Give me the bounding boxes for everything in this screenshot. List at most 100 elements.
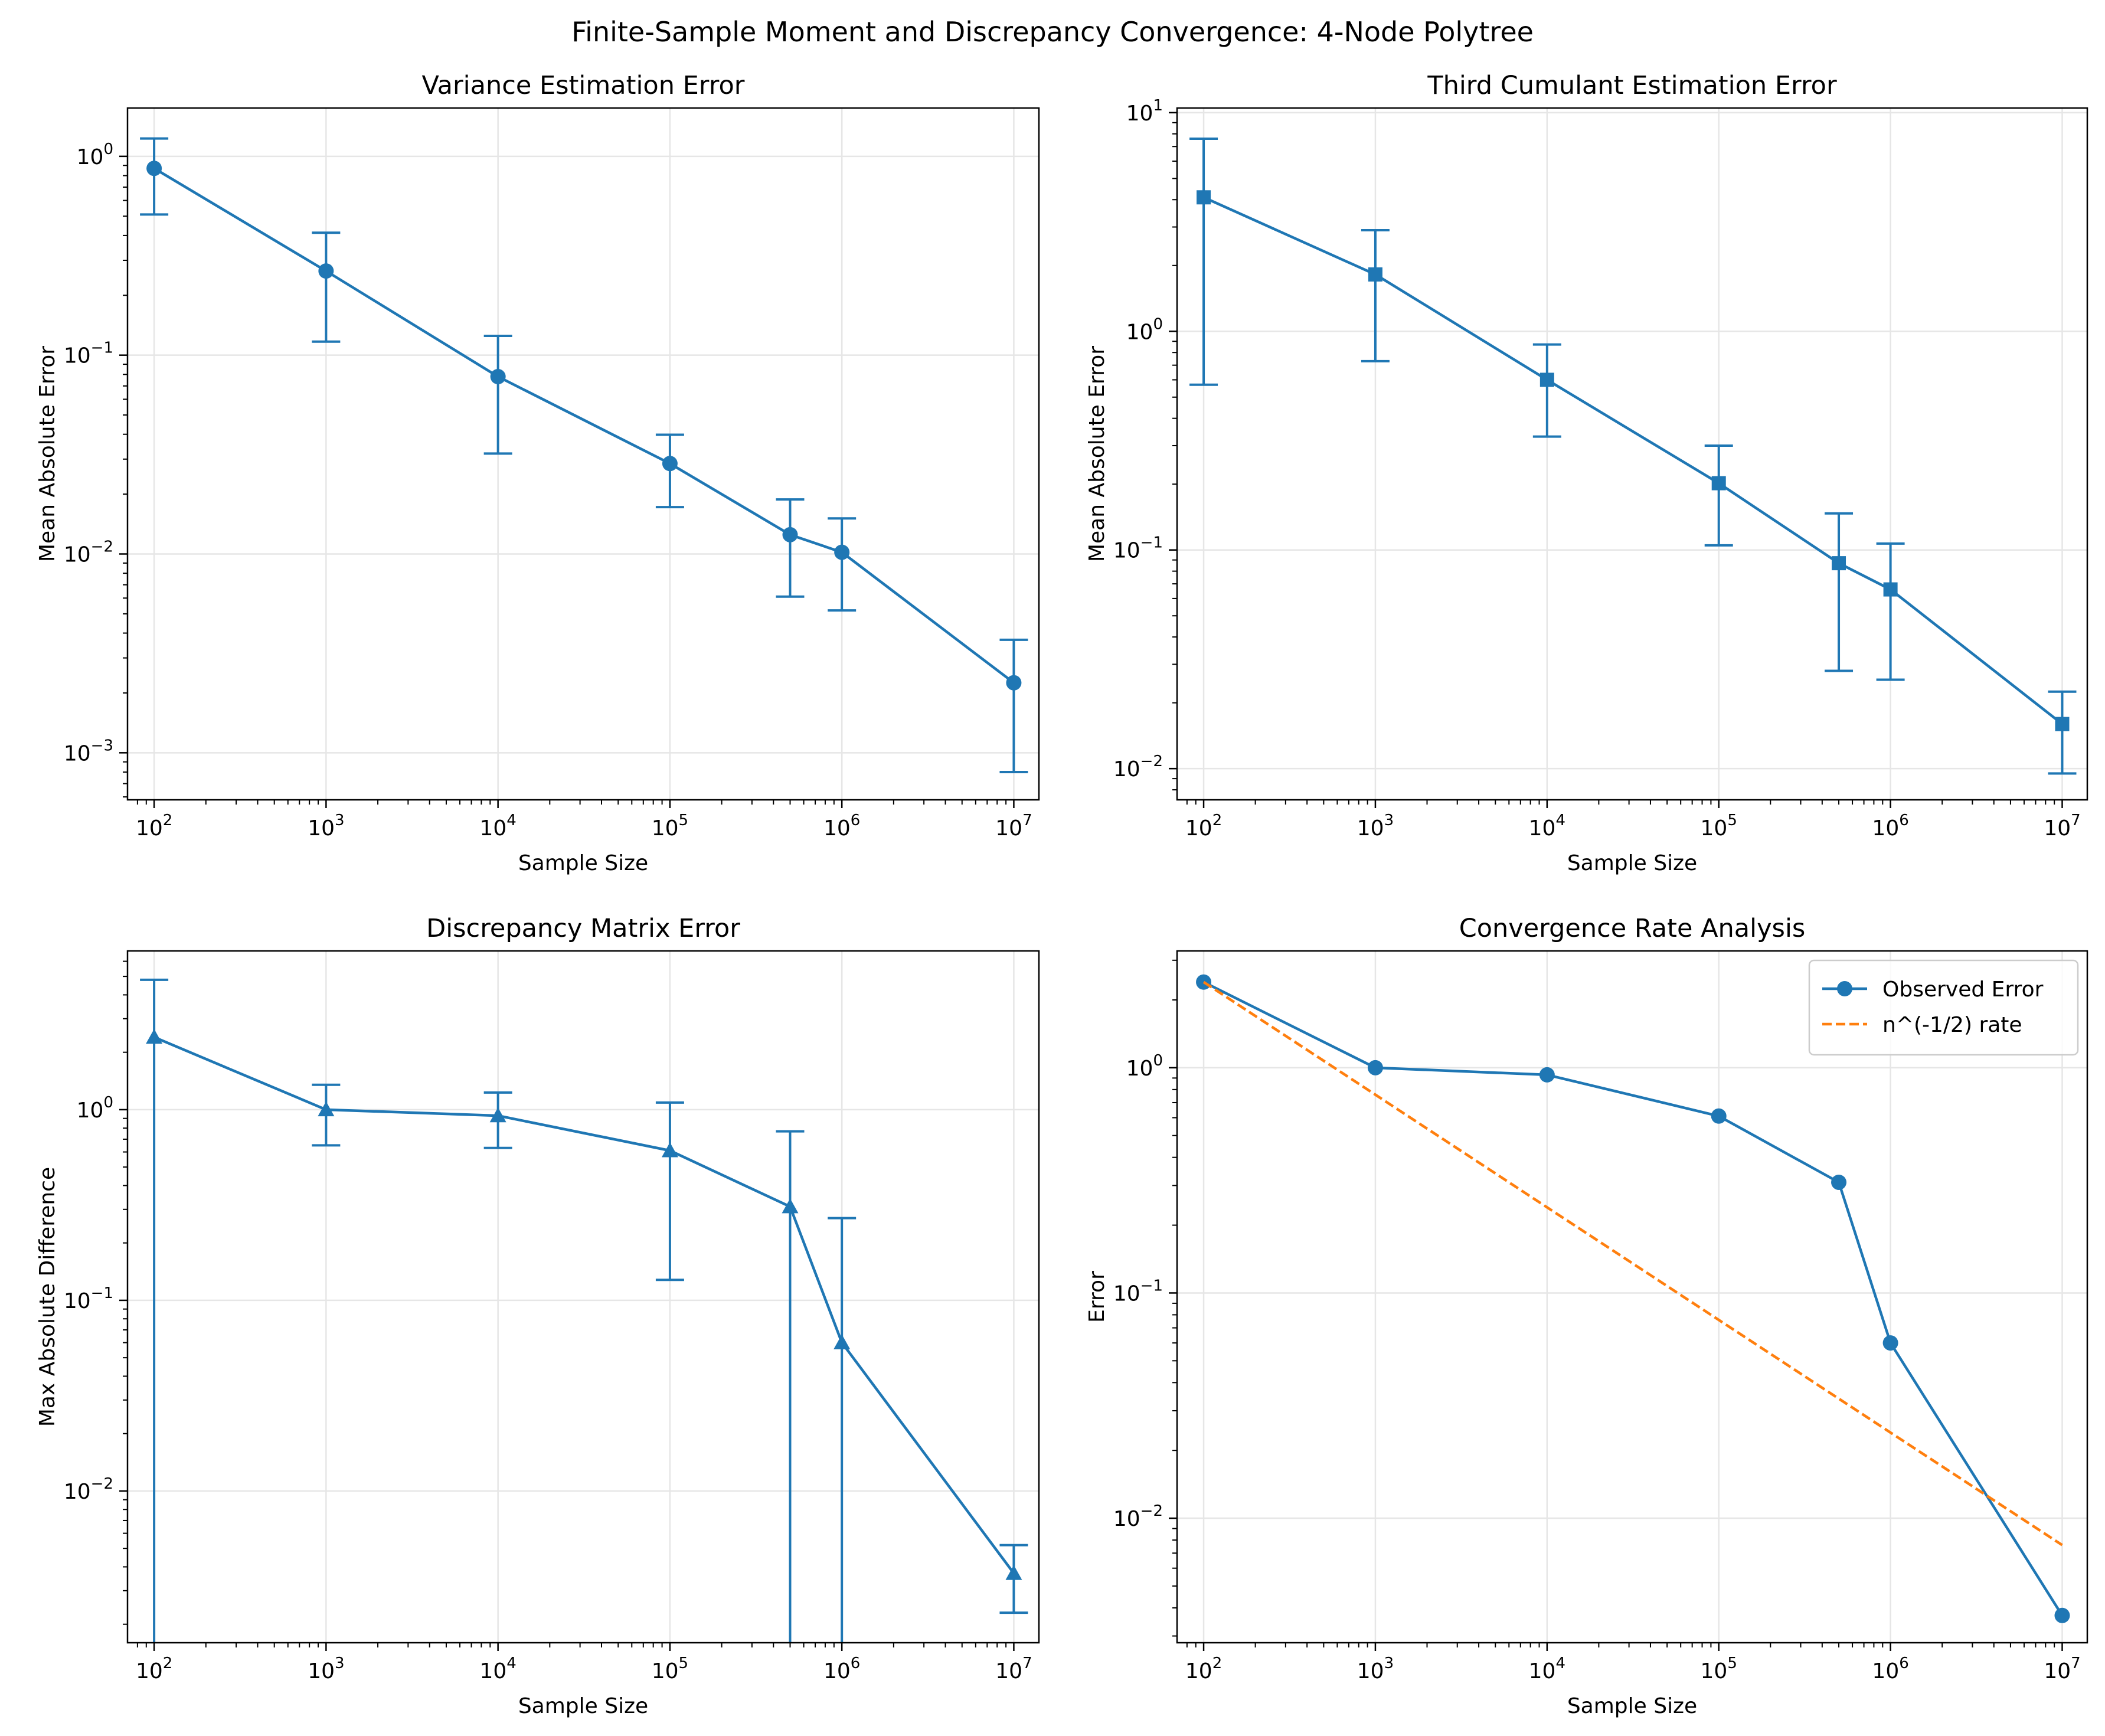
charts: 102 103 104 105 106 107 10−3 10−2 10−1 100 Varianc… [35,71,2088,1718]
data-point [318,1101,335,1117]
chart-title: Convergence Rate Analysis [1459,914,1806,943]
data-point [1837,981,1852,996]
data-point [1831,1174,1847,1190]
y-tick-label: 10−3 [64,737,113,766]
x-tick-label: 105 [1701,812,1737,841]
x-axis-label: Sample Size [518,851,648,875]
data-point [662,456,678,472]
series-1 [1196,974,2070,1623]
plot-area [1196,974,2070,1623]
data-point [1832,556,1846,571]
y-axis: 10−2 10−1 100 [64,960,128,1625]
chart-title: Variance Estimation Error [422,71,745,100]
x-tick-label: 106 [823,812,860,841]
data-point [1883,582,1898,597]
y-tick-label: 10−2 [64,1475,113,1504]
x-tick-label: 104 [1529,812,1565,841]
y-tick-label: 100 [77,140,113,169]
data-point [661,1142,678,1158]
x-tick-label: 107 [995,812,1032,841]
x-tick-label: 103 [1357,1655,1394,1683]
data-point [1005,1565,1022,1580]
axes-frame [126,950,1040,1644]
data-point [489,1107,506,1123]
data-point [834,544,850,560]
y-axis-label: Mean Absolute Error [35,346,60,562]
series-line [1202,980,2063,1547]
x-axis: 102 103 104 105 106 107 [1185,1643,2081,1683]
data-point [833,1334,851,1349]
x-tick-label: 105 [652,812,688,841]
y-tick-label: 10−2 [64,538,113,567]
x-tick-label: 102 [1185,1655,1222,1683]
data-point [1197,190,1211,205]
x-axis: 102 103 104 105 106 107 [136,1643,1032,1683]
figure-suptitle: Finite-Sample Moment and Discrepancy Con… [571,16,1534,48]
x-tick-label: 102 [136,812,172,841]
x-axis: 102 103 104 105 106 107 [1185,800,2081,841]
x-tick-label: 104 [479,1655,516,1683]
y-axis-label: Error [1085,1271,1109,1323]
x-tick-label: 103 [308,812,344,841]
x-tick-label: 104 [1529,1655,1565,1683]
x-tick-label: 103 [308,1655,344,1683]
chart-title: Third Cumulant Estimation Error [1427,71,1837,100]
y-tick-label: 100 [77,1094,113,1123]
chart-panel-2: 102 103 104 105 106 107 10−2 10−1 100 101 Third Cu… [1085,71,2088,875]
x-tick-label: 104 [479,812,516,841]
data-point [1882,1335,1898,1351]
y-tick-label: 100 [1126,315,1163,344]
axes-frame [1176,107,2088,801]
x-tick-label: 106 [1872,1655,1908,1683]
x-axis: 102 103 104 105 106 107 [136,800,1032,841]
y-axis: 10−2 10−1 100 [1113,959,1177,1637]
chart-panel-4: 102 103 104 105 106 107 10−2 10−1 100 Convergence… [1085,914,2088,1718]
y-tick-label: 10−1 [64,339,113,368]
axes-frame [1176,950,2088,1644]
data-point [1368,267,1382,282]
series-1 [140,137,1028,773]
x-tick-label: 105 [1701,1655,1737,1683]
y-axis-label: Mean Absolute Error [1085,346,1109,562]
grid [1177,951,2087,1643]
x-tick-label: 107 [2044,1655,2080,1683]
x-axis-label: Sample Size [518,1694,648,1718]
plot-area [1189,137,2077,775]
x-tick-label: 107 [2044,812,2080,841]
y-tick-label: 10−2 [1113,753,1163,782]
x-tick-label: 106 [1872,812,1908,841]
y-tick-label: 10−1 [64,1284,113,1313]
x-tick-label: 102 [1185,812,1222,841]
data-point [1711,476,1726,491]
plot-area [140,137,1028,773]
x-tick-label: 107 [995,1655,1032,1683]
x-tick-label: 102 [136,1655,172,1683]
data-point [1367,1060,1383,1075]
legend-label: Observed Error [1882,977,2044,1002]
data-point [490,369,506,385]
series-1 [140,978,1028,1643]
legend-label: n^(-1/2) rate [1882,1013,2022,1037]
series-2 [1202,980,2063,1547]
x-tick-label: 105 [652,1655,688,1683]
series-1 [1189,137,2077,775]
grid [1177,108,2087,800]
y-tick-label: 100 [1126,1052,1163,1081]
data-point [1539,372,1554,387]
data-point [2054,1607,2070,1623]
x-tick-label: 103 [1357,812,1394,841]
data-point [782,527,798,542]
y-tick-label: 101 [1126,97,1163,126]
data-point [782,1198,799,1214]
data-point [1711,1108,1727,1124]
legend: Observed Error n^(-1/2) rate [1808,959,2079,1056]
chart-title: Discrepancy Matrix Error [426,914,740,943]
y-axis-label: Max Absolute Difference [35,1167,60,1427]
chart-panel-3: 102 103 104 105 106 107 10−2 10−1 100 Discrepancy… [35,914,1040,1718]
legend-frame [1808,959,2079,1056]
y-tick-label: 10−2 [1113,1502,1163,1531]
data-point [1006,675,1022,691]
y-tick-label: 10−1 [1113,534,1163,563]
y-axis: 10−3 10−2 10−1 100 [64,140,128,798]
